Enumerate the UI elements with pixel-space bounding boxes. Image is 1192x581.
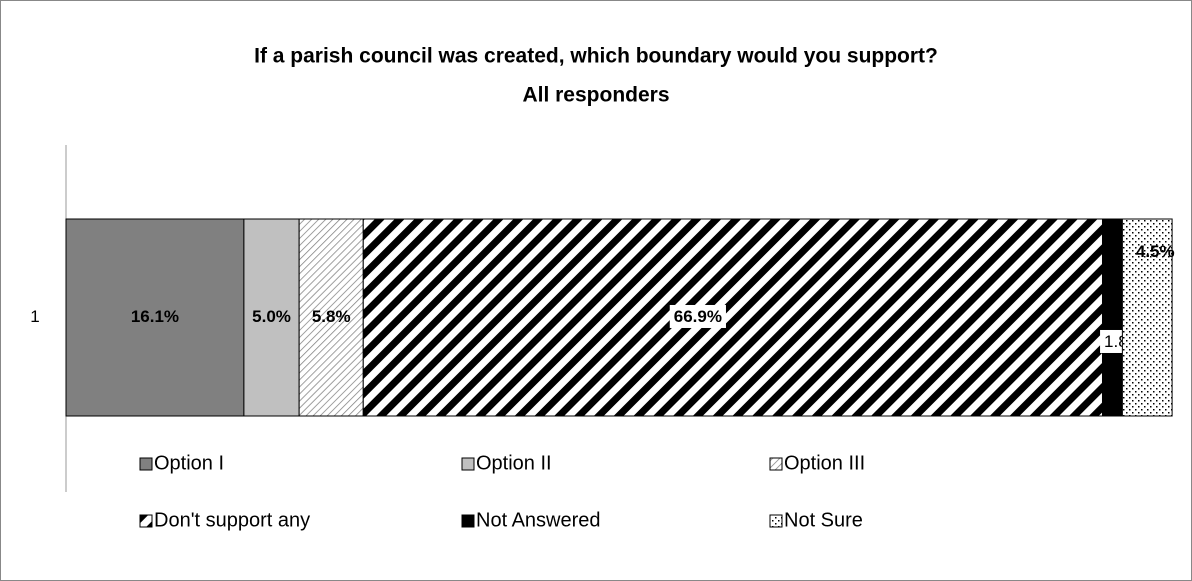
data-label-group: 5.0% — [252, 307, 291, 326]
legend-swatch — [461, 514, 475, 528]
legend-swatch — [461, 457, 475, 471]
data-label: 5.0% — [252, 307, 291, 326]
legend-swatch — [139, 514, 153, 528]
data-label-group: 16.1% — [131, 307, 179, 326]
chart-subtitle: All responders — [522, 84, 669, 107]
bar-segment — [362, 218, 1103, 417]
data-label: 66.9% — [674, 307, 722, 326]
legend-label: Not Answered — [476, 509, 601, 531]
chart-title: If a parish council was created, which b… — [254, 45, 938, 68]
legend-label: Not Sure — [784, 509, 863, 531]
data-label-group: 5.8% — [312, 307, 351, 326]
data-label: 16.1% — [131, 307, 179, 326]
legend-label: Option III — [784, 452, 865, 474]
legend-swatch — [139, 457, 153, 471]
legend-label: Don't support any — [154, 509, 310, 531]
legend-label: Option I — [154, 452, 224, 474]
data-label: 5.8% — [312, 307, 351, 326]
y-tick-label: 1 — [30, 307, 39, 326]
legend-swatch — [769, 514, 783, 528]
legend-label: Option II — [476, 452, 552, 474]
bar-segment — [1121, 218, 1173, 417]
bar-segment — [243, 218, 300, 417]
data-label: 4.5% — [1136, 242, 1175, 261]
data-label-group: 4.5% — [1136, 242, 1175, 261]
legend-swatch — [769, 457, 783, 471]
data-label-group: 66.9% — [669, 304, 726, 328]
bar-segment — [1101, 218, 1123, 417]
bar-segment — [65, 218, 245, 417]
data-label-box — [669, 304, 726, 328]
